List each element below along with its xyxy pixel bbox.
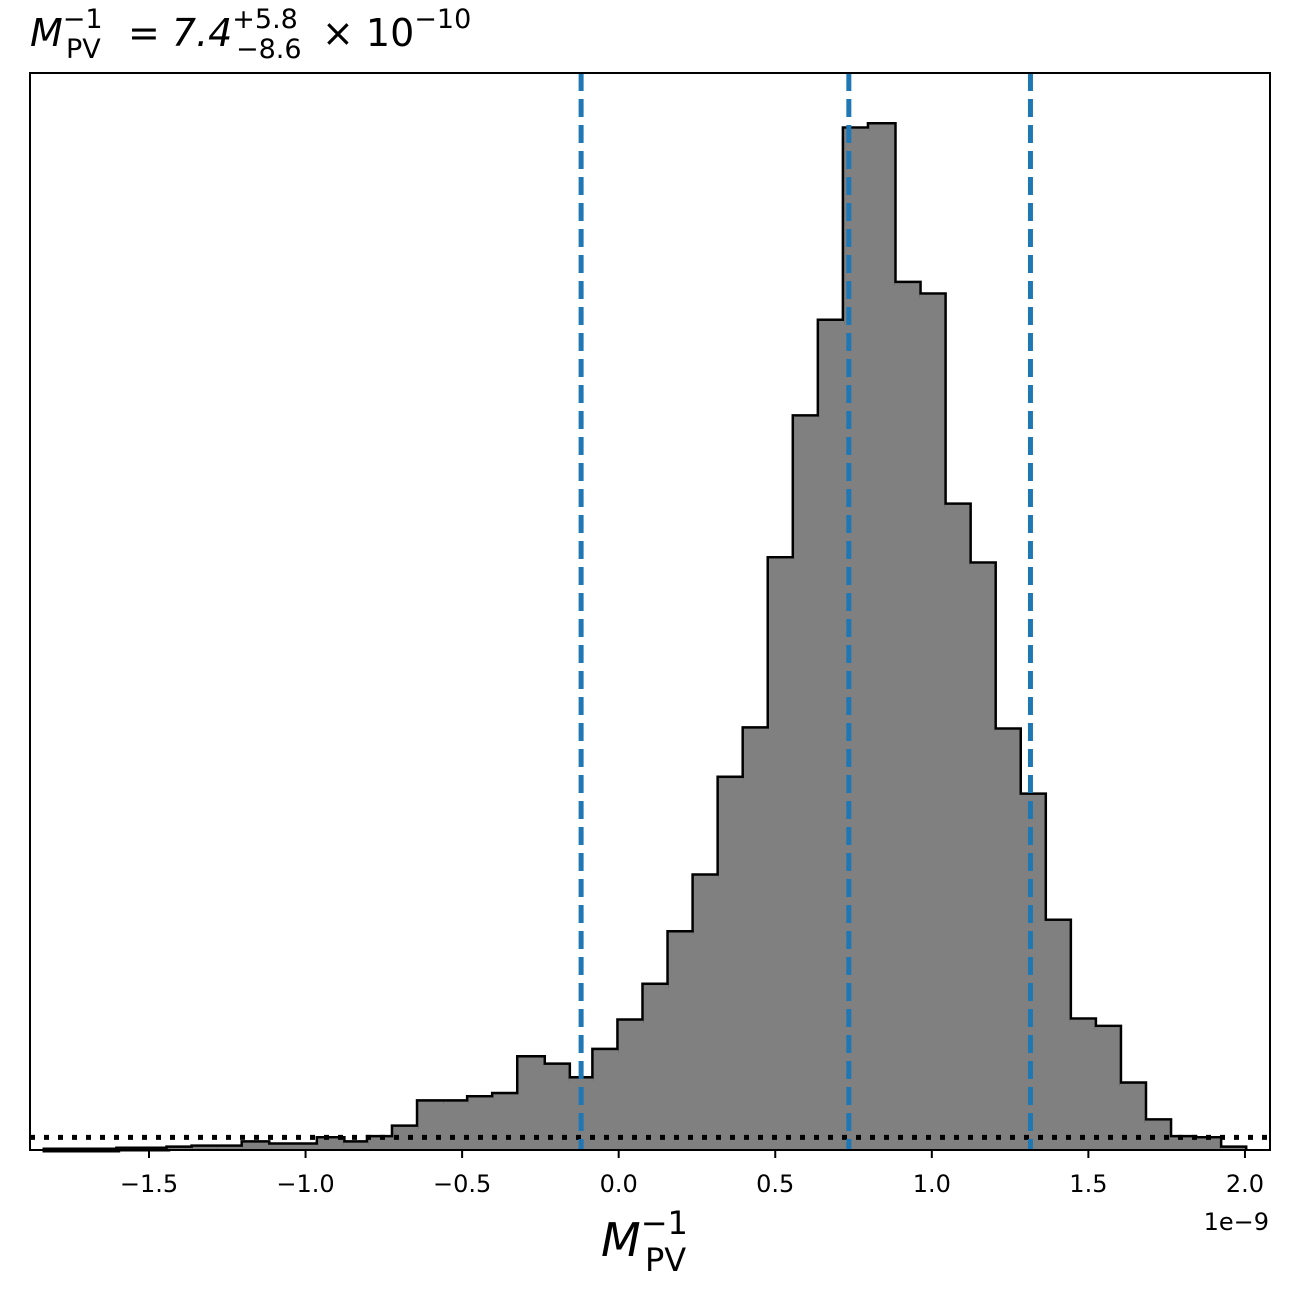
title-symbol-superscript: −1 [63,4,103,35]
histogram-bar [718,778,744,1150]
title-median: 7.4 [172,11,232,55]
histogram-bar [1119,1083,1145,1150]
title-symbol-subscript: PV [66,34,101,65]
plot-area [29,72,1271,1153]
x-tick-label: 1.0 [913,1170,951,1198]
plot-frame [29,72,1271,1151]
x-tick-label: −1.5 [120,1170,178,1198]
title-error-minus: −8.6 [236,34,302,65]
histogram-bar [1044,920,1070,1150]
chart-title: M−1 PV = 7.4+5.8 −8.6 × 10−10 [30,4,471,65]
title-symbol: M [30,11,63,55]
histogram-bar [919,294,945,1151]
xlabel-superscript: −1 [641,1204,688,1242]
x-tick-label: 2.0 [1226,1170,1264,1198]
title-equals: = [128,11,160,55]
histogram-bar [368,1137,394,1150]
title-exponent: −10 [414,4,471,35]
histogram-bar [518,1057,544,1150]
histogram-bar [418,1101,444,1150]
histogram-bar [944,504,970,1151]
histogram-bar [1219,1147,1245,1150]
histogram-bar [668,932,694,1150]
x-axis: −1.5 −1.0 −0.5 0.0 0.5 1.0 1.5 2.0 [120,1150,1264,1198]
histogram-bars [117,124,1245,1151]
histogram-bar [1094,1027,1120,1150]
histogram-bar [794,416,820,1151]
histogram-bar [693,875,719,1150]
histogram-bar [1169,1137,1195,1150]
xlabel-subscript: PV [645,1241,686,1279]
histogram-bar [969,563,995,1150]
histogram-bar [468,1097,494,1150]
histogram-bar [443,1101,469,1150]
histogram-bar [343,1142,369,1150]
x-tick-label: −1.0 [276,1170,334,1198]
x-axis-offset-text: 1e−9 [1204,1208,1269,1236]
histogram-bar [192,1146,218,1150]
histogram-bar [318,1138,344,1150]
histogram-bar [293,1144,319,1150]
histogram-bar [167,1147,193,1150]
x-tick-label: −0.5 [433,1170,491,1198]
histogram-bar [618,1020,644,1150]
title-error-plus: +5.8 [232,4,298,35]
histogram-bar [267,1144,294,1150]
histogram-bar [493,1094,519,1150]
histogram-bar [593,1050,619,1150]
x-axis-label: M−1 PV [601,1204,688,1279]
histogram-bar [994,729,1020,1150]
x-tick-label: 1.5 [1069,1170,1107,1198]
histogram-bar [393,1126,419,1150]
quantile-lines [578,73,1033,1150]
histogram-bar [743,728,769,1150]
histogram-bar [217,1146,243,1150]
x-tick-label: 0.5 [756,1170,794,1198]
histogram-bar [643,985,669,1150]
histogram-bar [819,320,845,1151]
histogram-bar [894,283,920,1150]
histogram-bar [768,558,795,1150]
histogram-bar [869,124,895,1151]
x-tick-label: 0.0 [600,1170,638,1198]
xlabel-symbol: M [601,1213,641,1267]
title-multiplier: × 10 [322,11,414,55]
histogram-bar [1069,1019,1095,1150]
histogram-bar [1194,1138,1220,1150]
histogram-bar [242,1142,268,1150]
